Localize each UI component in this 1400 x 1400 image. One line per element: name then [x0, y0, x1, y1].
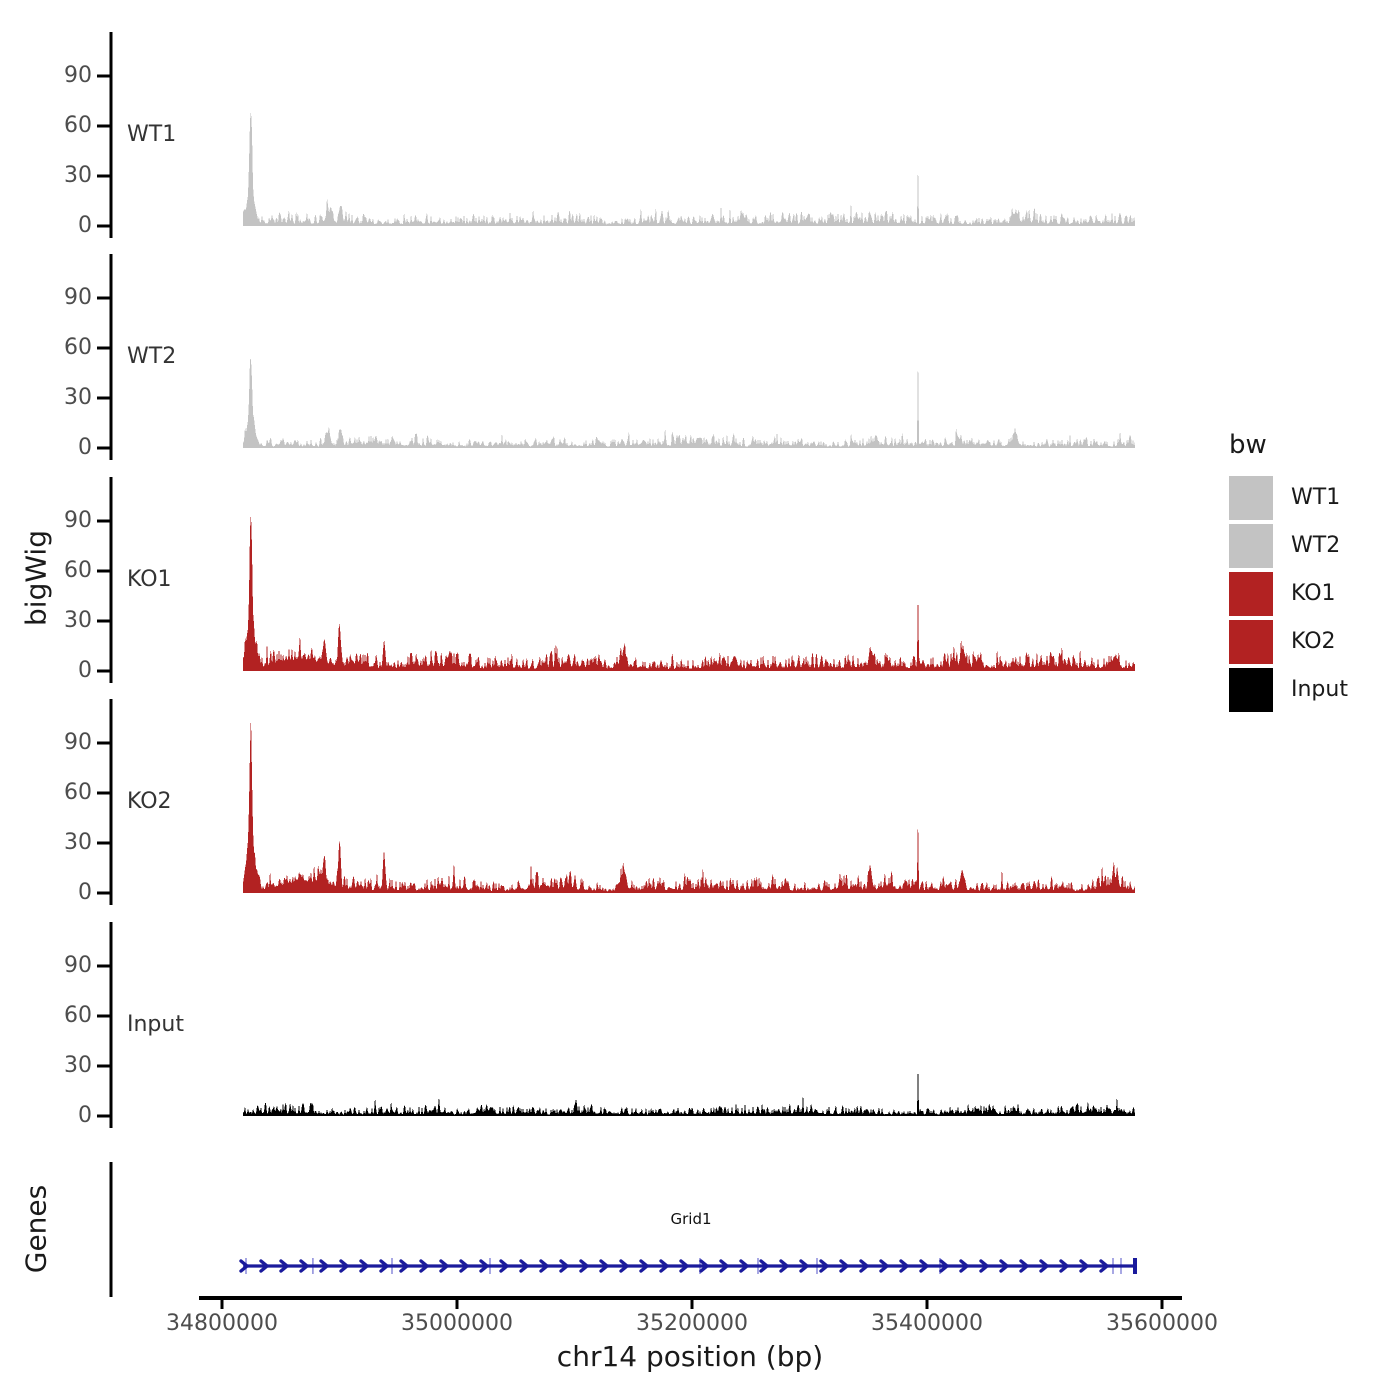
signal-fill-Input — [243, 1061, 1135, 1116]
signal-fill-WT1 — [243, 110, 1135, 226]
y-tick-label: 0 — [78, 213, 92, 238]
y-tick-label: 30 — [64, 830, 92, 855]
legend-label: WT2 — [1291, 533, 1341, 558]
x-tick-label: 35200000 — [636, 1311, 748, 1336]
y-tick-label: 0 — [78, 658, 92, 683]
y-tick-label: 90 — [64, 63, 92, 88]
y-axis-tick — [97, 741, 111, 745]
y-axis-tick — [97, 519, 111, 523]
x-axis-tick — [690, 1298, 694, 1309]
track-label-wt1: WT1 — [127, 122, 177, 147]
y-axis-tick — [97, 791, 111, 795]
x-tick-label: 35600000 — [1106, 1311, 1218, 1336]
legend: bw WT1 WT2 KO1 KO2 Input — [1229, 430, 1348, 716]
y-tick-label: 0 — [78, 435, 92, 460]
y-axis-tick — [97, 669, 111, 673]
y-tick-label: 60 — [64, 558, 92, 583]
y-axis-tick — [97, 124, 111, 128]
y-tick-label: 90 — [64, 508, 92, 533]
y-axis-line — [109, 922, 113, 1128]
legend-swatch — [1229, 620, 1273, 664]
y-axis-tick — [97, 446, 111, 450]
y-axis-tick — [97, 74, 111, 78]
y-axis-tick — [97, 1114, 111, 1118]
y-tick-label: 90 — [64, 730, 92, 755]
genes-axis-title: Genes — [19, 1184, 53, 1274]
y-axis-tick — [97, 396, 111, 400]
y-axis-tick — [97, 1014, 111, 1018]
y-axis-tick — [97, 174, 111, 178]
x-axis-tick — [220, 1298, 224, 1309]
y-axis-line — [109, 699, 113, 905]
x-axis-tick — [1160, 1298, 1164, 1309]
signal-fill-KO1 — [243, 513, 1135, 671]
y-tick-label: 30 — [64, 1053, 92, 1078]
y-tick-label: 0 — [78, 1103, 92, 1128]
genes-axis-line — [109, 1162, 113, 1297]
y-axis-tick — [97, 224, 111, 228]
y-axis-line — [109, 477, 113, 683]
y-tick-label: 60 — [64, 1003, 92, 1028]
y-axis-tick — [97, 1064, 111, 1068]
track-panel-ko1: 90 60 30 0 KO1 — [0, 477, 245, 683]
y-tick-label: 30 — [64, 385, 92, 410]
y-axis-line — [109, 32, 113, 238]
legend-entry: WT2 — [1229, 524, 1340, 568]
track-label-ko2: KO2 — [127, 789, 172, 814]
legend-label: WT1 — [1291, 485, 1341, 510]
y-axis-tick — [97, 891, 111, 895]
track-panel-input: 90 60 30 0 Input — [0, 922, 245, 1128]
y-axis-tick — [97, 964, 111, 968]
x-tick-label: 35000000 — [401, 1311, 513, 1336]
y-axis-line — [109, 254, 113, 460]
y-axis-tick — [97, 569, 111, 573]
legend-label: KO1 — [1291, 581, 1336, 606]
gene-end-bar — [1132, 1258, 1137, 1274]
y-axis-tick — [97, 346, 111, 350]
track-label-ko1: KO1 — [127, 567, 172, 592]
y-tick-label: 60 — [64, 335, 92, 360]
legend-entry: KO1 — [1229, 572, 1336, 616]
y-tick-label: 90 — [64, 285, 92, 310]
legend-swatch — [1229, 572, 1273, 616]
track-label-input: Input — [127, 1012, 184, 1037]
y-axis-tick — [97, 619, 111, 623]
y-tick-label: 90 — [64, 953, 92, 978]
y-tick-label: 30 — [64, 163, 92, 188]
y-tick-label: 60 — [64, 780, 92, 805]
track-panel-wt2: 90 60 30 0 WT2 — [0, 254, 245, 460]
legend-entry: Input — [1229, 668, 1348, 712]
gene-strand-arrows — [239, 1259, 1110, 1273]
legend-swatch — [1229, 524, 1273, 568]
x-axis-tick — [925, 1298, 929, 1309]
x-axis-tick — [455, 1298, 459, 1309]
signal-fill-KO2 — [243, 714, 1135, 893]
y-tick-label: 60 — [64, 113, 92, 138]
y-tick-label: 0 — [78, 880, 92, 905]
y-tick-label: 30 — [64, 608, 92, 633]
legend-swatch — [1229, 668, 1273, 712]
track-label-wt2: WT2 — [127, 344, 177, 369]
track-panel-wt1: 90 60 30 0 WT1 — [0, 32, 245, 238]
track-panel-ko2: 90 60 30 0 KO2 — [0, 699, 245, 905]
legend-entry: WT1 — [1229, 476, 1340, 520]
x-tick-label: 35400000 — [871, 1311, 983, 1336]
y-axis-tick — [97, 841, 111, 845]
y-axis-tick — [97, 296, 111, 300]
legend-label: KO2 — [1291, 629, 1336, 654]
legend-label: Input — [1291, 677, 1348, 702]
gene-name-label: Grid1 — [670, 1210, 712, 1228]
legend-title: bw — [1229, 430, 1267, 460]
x-axis-title: chr14 position (bp) — [556, 1340, 824, 1373]
legend-swatch — [1229, 476, 1273, 520]
signal-fill-WT2 — [243, 348, 1135, 448]
x-tick-label: 34800000 — [166, 1311, 278, 1336]
legend-entry: KO2 — [1229, 620, 1336, 664]
